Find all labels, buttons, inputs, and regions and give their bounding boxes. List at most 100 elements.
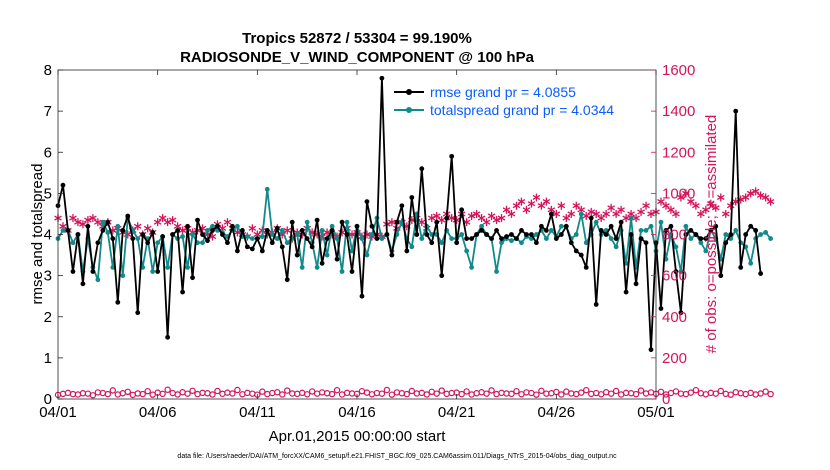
rmse-point: [289, 219, 295, 225]
totalspread-point: [70, 240, 76, 246]
rmse-point: [319, 260, 325, 266]
obs-assimilated-point: [677, 193, 685, 202]
y-tick-label-right: 800: [662, 227, 687, 244]
obs-assimilated-point: [682, 189, 690, 198]
rmse-point: [414, 232, 420, 237]
totalspread-point: [319, 227, 325, 233]
rmse-point: [185, 223, 190, 229]
obs-possible-point: [468, 391, 475, 398]
totalspread-point: [578, 211, 584, 217]
rmse-point: [235, 248, 240, 254]
totalspread-point: [643, 227, 649, 233]
rmse-point: [274, 225, 280, 231]
obs-assimilated-point: [467, 211, 476, 220]
totalspread-point: [409, 244, 415, 250]
totalspread-point: [110, 265, 116, 270]
obs-assimilated-point: [477, 214, 486, 223]
rmse-point: [190, 275, 195, 281]
totalspread-point: [359, 236, 365, 242]
totalspread-point: [419, 236, 425, 242]
obs-possible-point: [692, 386, 700, 394]
totalspread-point: [658, 219, 664, 225]
obs-possible-point: [323, 390, 331, 397]
rmse-point: [499, 236, 504, 242]
totalspread-point: [758, 232, 764, 237]
rmse-point: [135, 310, 141, 316]
obs-assimilated-point: [472, 209, 481, 218]
obs-possible-point: [493, 390, 500, 398]
obs-possible-point: [712, 390, 720, 397]
obs-assimilated-point: [542, 197, 551, 206]
rmse-point: [85, 223, 91, 229]
totalspread-point: [543, 236, 549, 242]
obs-possible-point: [209, 391, 216, 398]
rmse-point: [753, 227, 759, 233]
rmse-point: [354, 223, 360, 229]
obs-possible-point: [134, 390, 141, 397]
rmse-point: [254, 236, 260, 242]
obs-possible-point: [513, 387, 520, 395]
totalspread-point: [259, 234, 265, 239]
totalspread-point: [628, 215, 634, 221]
rmse-point: [359, 293, 365, 299]
totalspread-point: [235, 223, 240, 229]
rmse-point: [758, 271, 764, 276]
rmse-point: [588, 215, 594, 221]
rmse-point: [210, 227, 215, 233]
rmse-point: [748, 223, 754, 229]
totalspread-point: [115, 223, 121, 229]
rmse-point: [409, 195, 415, 200]
rmse-point: [479, 227, 484, 233]
rmse-point: [643, 240, 649, 246]
totalspread-point: [548, 227, 554, 233]
obs-possible-point: [194, 390, 201, 398]
obs-assimilated-point: [587, 207, 596, 216]
obs-assimilated-point: [248, 224, 257, 233]
rmse-point: [384, 232, 390, 237]
rmse-point: [304, 236, 310, 242]
chart-title: Tropics 52872 / 53304 = 99.190%: [242, 30, 472, 47]
rmse-point: [60, 182, 66, 188]
obs-assimilated-point: [432, 211, 441, 220]
totalspread-point: [304, 219, 310, 225]
obs-assimilated-point: [697, 209, 705, 218]
y-axis-label-left: rmse and totalspread: [29, 164, 46, 305]
rmse-point: [314, 217, 320, 223]
rmse-point: [484, 232, 489, 237]
rmse-point: [170, 232, 176, 237]
rmse-point: [75, 232, 81, 237]
y-tick-label-left: 6: [44, 144, 52, 161]
rmse-point: [598, 227, 604, 233]
obs-possible-point: [99, 389, 107, 397]
rmse-point: [683, 232, 689, 237]
obs-assimilated-point: [657, 197, 665, 206]
rmse-point: [558, 232, 564, 237]
obs-assimilated-point: [507, 209, 516, 218]
obs-assimilated-point: [532, 193, 541, 202]
totalspread-point: [613, 244, 619, 250]
obs-assimilated-point: [283, 226, 292, 235]
rmse-point: [324, 236, 330, 242]
totalspread-point: [244, 234, 250, 239]
obs-possible-point: [722, 390, 729, 398]
obs-possible-point: [583, 386, 590, 394]
rmse-point: [568, 240, 574, 246]
obs-assimilated-point: [552, 209, 561, 218]
obs-possible-point: [259, 388, 266, 395]
rmse-point: [449, 153, 455, 159]
obs-possible-point: [164, 386, 171, 393]
y-tick-label-right: 400: [662, 309, 687, 326]
totalspread-point: [369, 232, 375, 237]
obs-assimilated-point: [178, 226, 187, 235]
totalspread-point: [60, 227, 66, 233]
obs-assimilated-point: [437, 216, 446, 225]
totalspread-point: [703, 248, 709, 254]
obs-possible-point: [637, 387, 645, 394]
totalspread-point: [439, 240, 445, 246]
obs-assimilated-point: [662, 201, 670, 210]
x-tick-label: 04/11: [239, 404, 275, 421]
obs-assimilated-point: [756, 191, 765, 200]
obs-assimilated-point: [642, 201, 650, 210]
rmse-point: [200, 232, 205, 237]
y-tick-label-left: 8: [44, 62, 52, 79]
